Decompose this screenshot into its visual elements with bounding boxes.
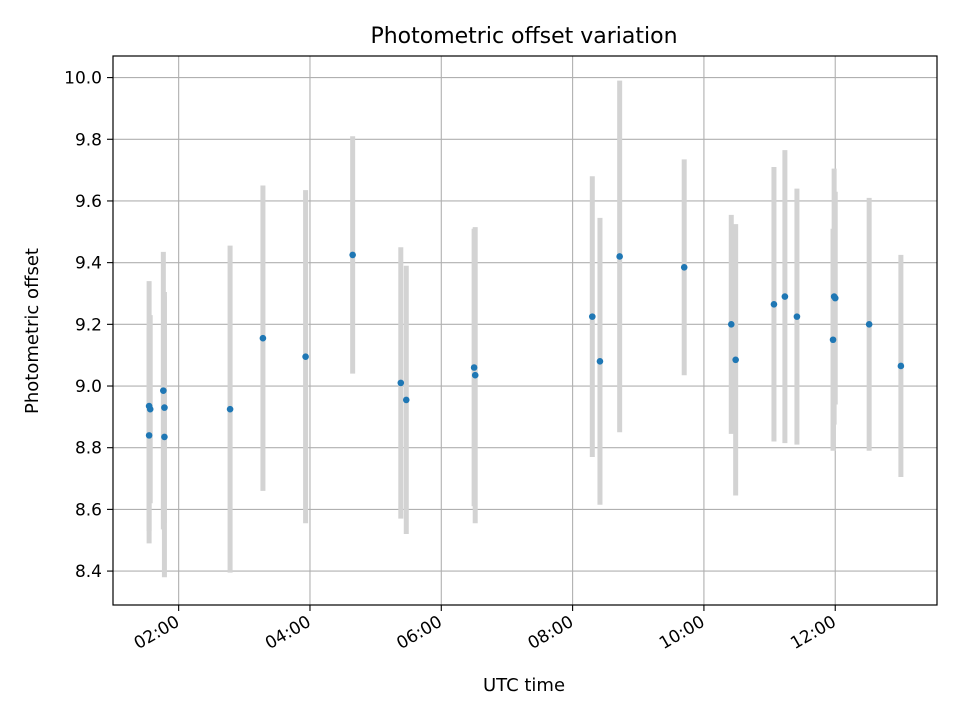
- data-point: [732, 356, 739, 364]
- data-point: [829, 336, 837, 344]
- data-point: [146, 405, 154, 413]
- axes-frame: [112, 55, 938, 606]
- y-tick-label: 8.6: [75, 500, 102, 520]
- y-tick-label: 9.0: [75, 377, 102, 397]
- data-point: [588, 313, 596, 320]
- data-point: [471, 371, 479, 379]
- data-point: [770, 300, 778, 308]
- y-tick-label: 10.0: [64, 69, 102, 89]
- y-tick-label: 9.6: [75, 192, 102, 212]
- data-point: [831, 294, 839, 302]
- data-point: [616, 253, 623, 260]
- data-point: [680, 263, 688, 271]
- data-point: [160, 387, 167, 394]
- y-tick-label: 9.2: [75, 315, 102, 335]
- data-point: [727, 321, 735, 328]
- y-axis-label: Photometric offset: [22, 248, 43, 414]
- chart-title: Photometric offset variation: [370, 24, 677, 49]
- data-point: [349, 251, 356, 259]
- y-tick-label: 9.4: [75, 254, 102, 274]
- data-point: [145, 432, 153, 439]
- data-point: [161, 404, 168, 411]
- y-tick-label: 8.8: [75, 439, 102, 459]
- data-point: [897, 362, 905, 370]
- x-axis-label: UTC time: [483, 675, 565, 696]
- data-point: [402, 396, 410, 404]
- data-point: [259, 334, 267, 342]
- data-point: [161, 433, 168, 441]
- data-point: [397, 379, 405, 387]
- data-point: [793, 313, 801, 320]
- data-point: [302, 353, 309, 361]
- data-point: [470, 364, 478, 371]
- y-tick-label: 9.8: [75, 130, 102, 150]
- data-point: [781, 293, 789, 300]
- data-point: [226, 405, 234, 413]
- data-points: [145, 251, 905, 441]
- data-point: [865, 321, 873, 328]
- data-point: [596, 358, 604, 365]
- y-tick-label: 8.4: [75, 562, 102, 582]
